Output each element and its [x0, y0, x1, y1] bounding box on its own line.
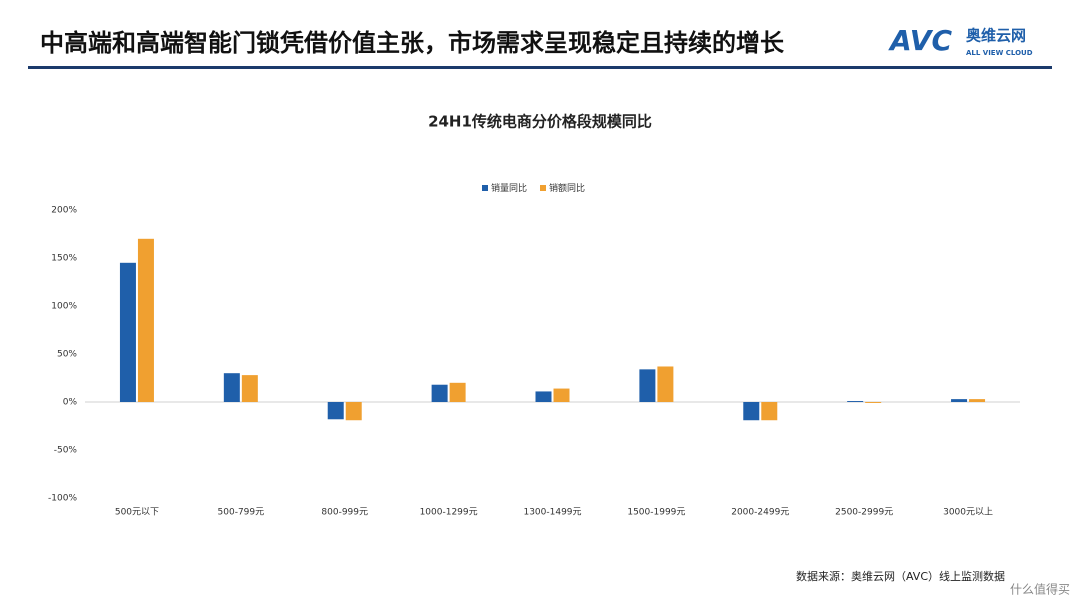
y-tick-label: 200%	[51, 206, 77, 216]
legend-label: 销额同比	[549, 182, 585, 194]
bar	[553, 388, 570, 402]
legend-swatch	[482, 185, 488, 191]
bar	[223, 373, 240, 402]
bar	[657, 366, 674, 402]
x-tick-label: 1300-1499元	[523, 508, 581, 518]
x-tick-label: 1500-1999元	[627, 508, 685, 518]
x-tick-label: 500元以下	[115, 508, 159, 518]
bar	[847, 401, 864, 402]
y-tick-label: -100%	[48, 494, 77, 504]
logo-name: 奥维云网	[966, 27, 1026, 45]
bar	[969, 399, 986, 402]
y-tick-label: -50%	[54, 446, 78, 456]
bar	[535, 391, 552, 402]
bar	[951, 399, 968, 402]
chart-title: 24H1传统电商分价格段规模同比	[428, 113, 652, 131]
bar	[119, 262, 136, 402]
x-tick-label: 2500-2999元	[835, 508, 893, 518]
bar	[743, 402, 760, 421]
bar	[241, 375, 258, 402]
y-tick-label: 0%	[63, 398, 78, 408]
bar	[449, 382, 466, 402]
y-tick-label: 100%	[51, 302, 77, 312]
bar	[327, 402, 344, 420]
bar	[137, 238, 154, 402]
legend-swatch	[540, 185, 546, 191]
x-tick-label: 3000元以上	[943, 507, 993, 518]
y-tick-label: 150%	[51, 254, 77, 264]
x-tick-label: 2000-2499元	[731, 508, 789, 518]
bar	[345, 402, 362, 421]
y-tick-label: 50%	[57, 350, 77, 360]
legend-label: 销量同比	[491, 182, 527, 194]
slide-title: 中高端和高端智能门锁凭借价值主张，市场需求呈现稳定且持续的增长	[40, 29, 785, 57]
header-rule	[28, 66, 1052, 69]
bar	[761, 402, 778, 421]
x-tick-label: 800-999元	[321, 508, 368, 518]
bar	[431, 384, 448, 402]
bar	[865, 402, 882, 403]
logo-mark: AVC	[888, 24, 952, 57]
x-tick-label: 1000-1299元	[420, 508, 478, 518]
source-note: 数据来源：奥维云网（AVC）线上监测数据	[796, 569, 1005, 583]
watermark: 什么值得买	[1010, 582, 1070, 597]
logo-tagline: ALL VIEW CLOUD	[966, 49, 1033, 57]
bar	[639, 369, 656, 402]
x-tick-label: 500-799元	[218, 508, 265, 518]
